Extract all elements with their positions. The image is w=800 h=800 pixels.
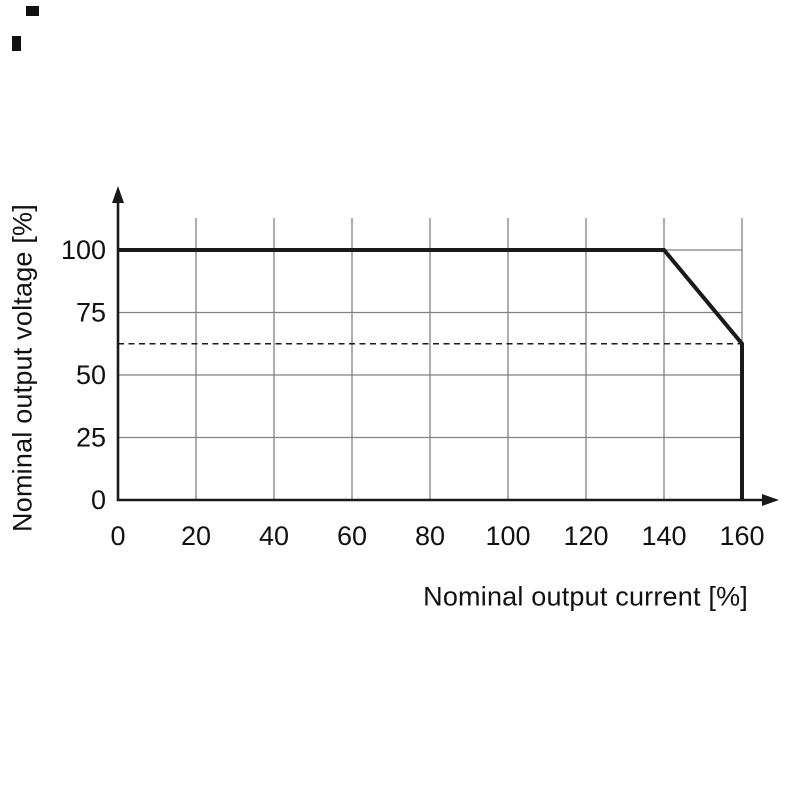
y-tick-label: 50: [76, 360, 106, 390]
x-tick-label: 120: [563, 521, 608, 551]
y-tick-label: 25: [76, 423, 106, 453]
x-tick-label: 100: [485, 521, 530, 551]
y-axis-title: Nominal output voltage [%]: [7, 204, 38, 532]
x-tick-label: 40: [259, 521, 289, 551]
print-artifact-mark: [12, 36, 21, 51]
x-tick-label: 80: [415, 521, 445, 551]
y-tick-label: 100: [61, 235, 106, 265]
x-tick-label: 0: [110, 521, 125, 551]
print-artifact-mark: [26, 6, 39, 16]
y-tick-label: 0: [91, 485, 106, 515]
series-line: [118, 248, 744, 500]
chart-canvas: 0 20 40 60 80 100 120 140 160 0 25 50 75 100: [61, 186, 779, 551]
x-tick-label: 140: [641, 521, 686, 551]
x-axis-title: Nominal output current [%]: [423, 581, 748, 612]
x-axis-arrow: [762, 494, 779, 506]
y-axis-arrow: [112, 186, 124, 203]
x-tick-label: 20: [181, 521, 211, 551]
x-tick-label: 60: [337, 521, 367, 551]
y-tick-label: 75: [76, 298, 106, 328]
x-tick-label: 160: [719, 521, 764, 551]
